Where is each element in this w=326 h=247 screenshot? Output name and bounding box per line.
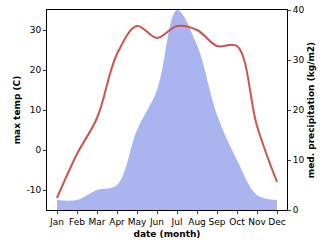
svg-text:Feb: Feb: [69, 217, 85, 227]
svg-text:Jan: Jan: [49, 217, 64, 227]
svg-text:May: May: [128, 217, 147, 227]
svg-text:-10: -10: [26, 185, 41, 195]
svg-text:30: 30: [30, 25, 42, 35]
svg-text:Mar: Mar: [89, 217, 106, 227]
svg-text:40: 40: [293, 5, 305, 15]
svg-text:0: 0: [293, 205, 299, 215]
svg-text:max temp (C): max temp (C): [12, 76, 22, 145]
svg-text:Aug: Aug: [188, 217, 206, 227]
svg-text:30: 30: [293, 55, 305, 65]
svg-text:10: 10: [30, 105, 42, 115]
svg-text:20: 20: [293, 105, 305, 115]
svg-text:med. precipitation (kg/m2): med. precipitation (kg/m2): [306, 42, 316, 178]
svg-text:Apr: Apr: [109, 217, 125, 227]
svg-text:Jun: Jun: [149, 217, 164, 227]
svg-text:10: 10: [293, 155, 305, 165]
svg-text:0: 0: [35, 145, 41, 155]
svg-text:Dec: Dec: [268, 217, 285, 227]
svg-text:Oct: Oct: [229, 217, 245, 227]
svg-text:Sep: Sep: [209, 217, 226, 227]
svg-text:Nov: Nov: [248, 217, 266, 227]
svg-text:date (month): date (month): [134, 229, 201, 239]
svg-text:20: 20: [30, 65, 42, 75]
svg-text:Jul: Jul: [171, 217, 183, 227]
